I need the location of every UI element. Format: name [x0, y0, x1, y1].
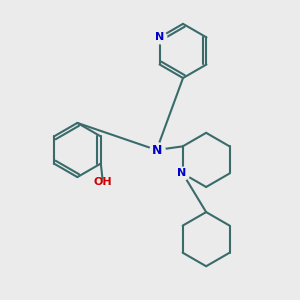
Text: N: N — [177, 168, 187, 178]
Text: N: N — [155, 32, 164, 42]
Text: OH: OH — [93, 177, 112, 187]
Text: N: N — [152, 143, 162, 157]
